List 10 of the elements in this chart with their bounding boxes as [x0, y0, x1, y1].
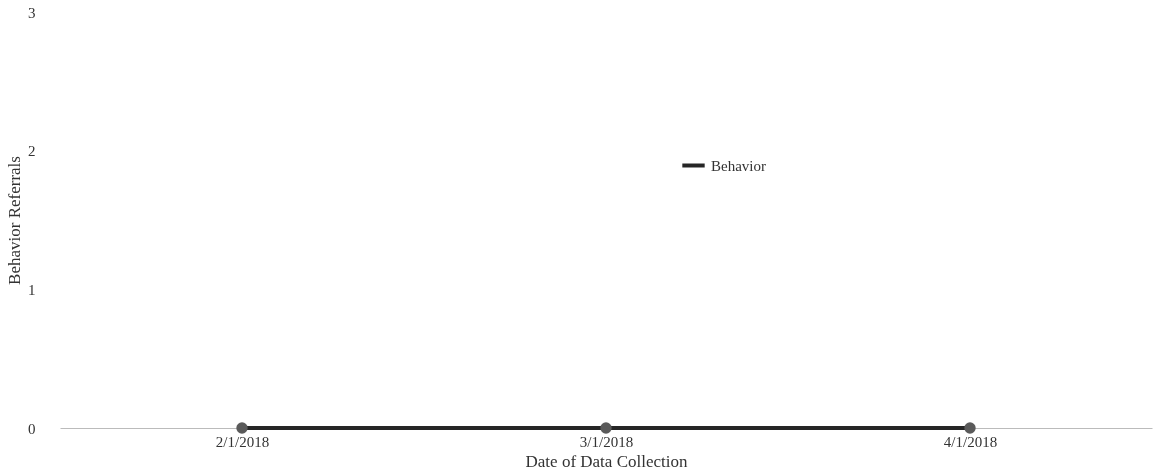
y-axis-title: Behavior Referrals	[5, 156, 24, 285]
x-tick-label: 4/1/2018	[943, 433, 998, 450]
y-tick-label: 3	[28, 4, 36, 21]
legend-label: Behavior	[711, 157, 766, 174]
x-tick-label: 3/1/2018	[579, 433, 634, 450]
y-tick-label: 1	[28, 281, 36, 298]
y-tick-label: 0	[28, 420, 36, 437]
y-tick-label: 2	[28, 143, 36, 160]
x-axis-title: Date of Data Collection	[525, 451, 688, 471]
x-tick-label: 2/1/2018	[215, 433, 270, 450]
